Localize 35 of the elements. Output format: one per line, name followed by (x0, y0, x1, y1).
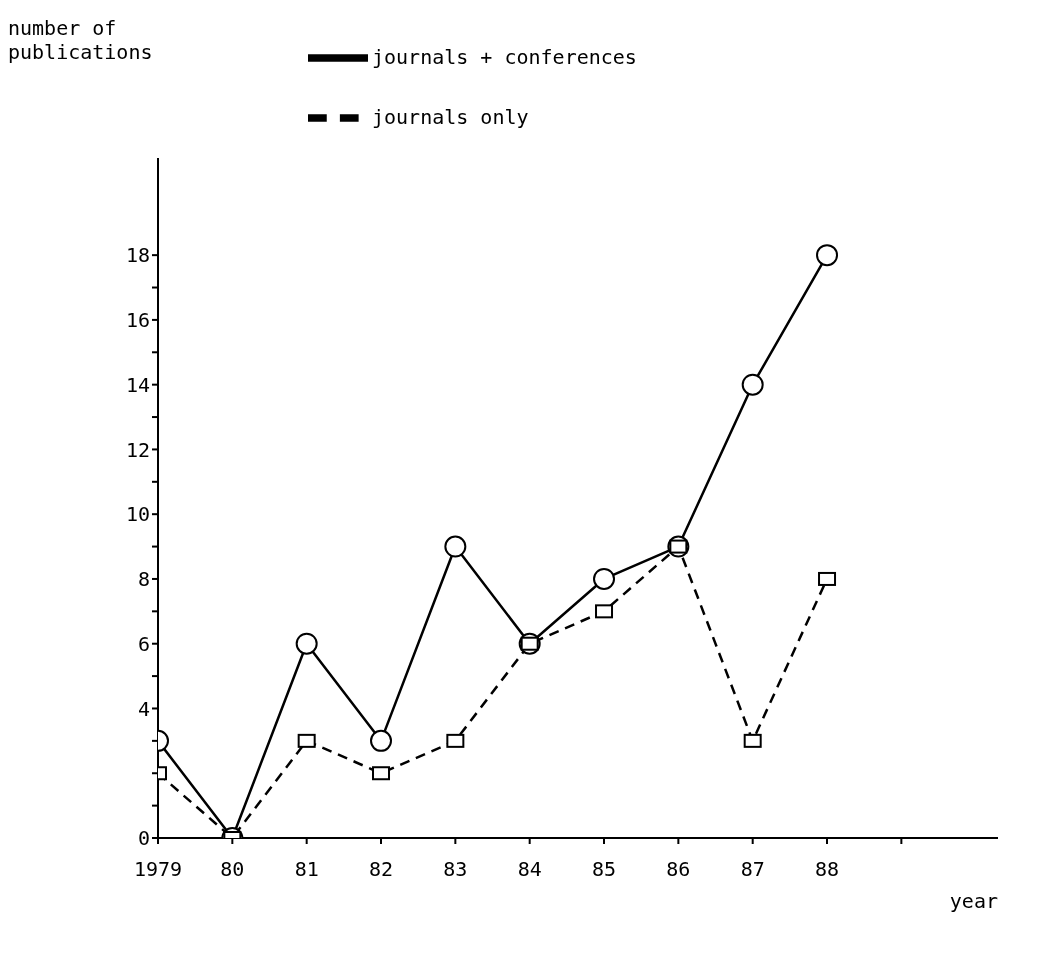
point (370, 729, 393, 752)
y-tick-label: 0 (137, 826, 150, 851)
x-tick-label: 82 (368, 857, 394, 882)
point (818, 571, 837, 586)
point (297, 733, 316, 748)
point (816, 244, 839, 267)
y-tick-label: 14 (125, 372, 150, 397)
point (743, 733, 762, 748)
point (295, 632, 318, 655)
legend-label: journals only (372, 104, 529, 129)
point (446, 733, 465, 748)
y-tick-label: 12 (125, 437, 150, 462)
point (593, 567, 616, 590)
point (595, 604, 614, 619)
x-tick-label: 85 (591, 857, 617, 882)
point (372, 766, 391, 781)
y-tick-label: 8 (137, 567, 150, 592)
y-tick-label: 6 (137, 631, 150, 656)
x-tick-label: 84 (517, 857, 542, 882)
x-tick-label: 86 (666, 857, 691, 882)
y-tick-label: 10 (125, 502, 150, 527)
y-axis-title: number of publications (8, 16, 154, 64)
y-tick-label: 18 (125, 243, 150, 268)
y-tick-label: 4 (137, 696, 150, 721)
legend-label: journals + conferences (372, 44, 637, 69)
x-axis-title: year (949, 889, 998, 913)
x-tick-label: 87 (740, 857, 765, 882)
point (444, 535, 467, 558)
x-tick-label: 88 (814, 857, 840, 882)
x-tick-label: 1979 (133, 857, 183, 882)
x-tick-label: 83 (443, 857, 468, 882)
x-tick-label: 81 (294, 857, 319, 882)
x-tick-label: 80 (220, 857, 245, 882)
y-tick-label: 16 (125, 308, 150, 332)
point (741, 373, 764, 396)
